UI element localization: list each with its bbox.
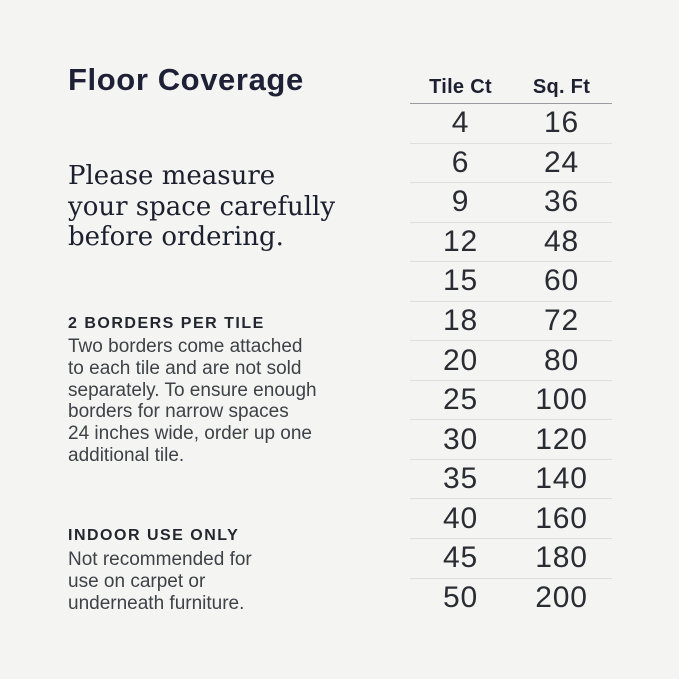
sq-ft-cell: 160 <box>535 501 588 535</box>
borders-per-tile-heading: 2 BORDERS PER TILE <box>68 315 265 332</box>
table-row: 9 36 <box>410 183 612 223</box>
sq-ft-cell: 24 <box>544 145 579 179</box>
sq-ft-cell: 140 <box>535 462 588 496</box>
sq-ft-cell: 60 <box>544 264 579 298</box>
sq-ft-cell: 36 <box>544 185 579 219</box>
table-header-row: Tile Ct Sq. Ft <box>410 72 612 103</box>
column-header-tile-ct: Tile Ct <box>429 76 492 98</box>
tile-ct-cell: 45 <box>443 541 478 575</box>
tile-ct-cell: 6 <box>451 145 470 179</box>
tile-ct-cell: 15 <box>443 264 478 298</box>
sq-ft-cell: 180 <box>535 541 588 575</box>
page-title: Floor Coverage <box>68 62 304 97</box>
table-body: 4 16 6 24 9 36 12 48 15 60 18 72 <box>410 104 612 618</box>
table-row: 12 48 <box>410 223 612 263</box>
table-row: 18 72 <box>410 302 612 342</box>
borders-per-tile-body: Two borders come attached to each tile a… <box>68 336 317 466</box>
tile-ct-cell: 50 <box>443 581 478 615</box>
tile-ct-cell: 35 <box>443 462 478 496</box>
sq-ft-cell: 100 <box>535 383 588 417</box>
tile-ct-cell: 40 <box>443 501 478 535</box>
tile-ct-cell: 18 <box>443 304 478 337</box>
table-row: 50 200 <box>410 579 612 619</box>
column-header-sq-ft: Sq. Ft <box>532 76 591 98</box>
sq-ft-cell: 48 <box>544 224 579 258</box>
table-row: 25 100 <box>410 381 612 421</box>
table-row: 45 180 <box>410 539 612 579</box>
table-row: 20 80 <box>410 341 612 381</box>
lead-paragraph: Please measure your space carefully befo… <box>68 161 336 252</box>
sq-ft-cell: 120 <box>535 422 588 456</box>
coverage-table: Tile Ct Sq. Ft 4 16 6 24 9 36 12 48 15 <box>410 72 612 618</box>
table-row: 4 16 <box>410 104 612 144</box>
tile-ct-cell: 9 <box>451 185 470 219</box>
sq-ft-cell: 80 <box>544 343 579 377</box>
table-row: 35 140 <box>410 460 612 500</box>
tile-ct-cell: 25 <box>443 383 478 417</box>
tile-ct-cell: 20 <box>443 343 478 377</box>
indoor-use-body: Not recommended for use on carpet or und… <box>68 549 252 614</box>
table-row: 6 24 <box>410 144 612 184</box>
tile-ct-cell: 30 <box>443 422 478 456</box>
sq-ft-cell: 16 <box>544 106 579 140</box>
indoor-use-heading: INDOOR USE ONLY <box>68 527 240 544</box>
sq-ft-cell: 200 <box>535 581 588 615</box>
tile-ct-cell: 4 <box>451 106 470 140</box>
header-rule <box>410 103 612 104</box>
tile-ct-cell: 12 <box>443 224 478 258</box>
table-row: 40 160 <box>410 499 612 540</box>
sq-ft-cell: 72 <box>544 304 579 337</box>
table-row: 15 60 <box>410 262 612 302</box>
table-row: 30 120 <box>410 420 612 460</box>
